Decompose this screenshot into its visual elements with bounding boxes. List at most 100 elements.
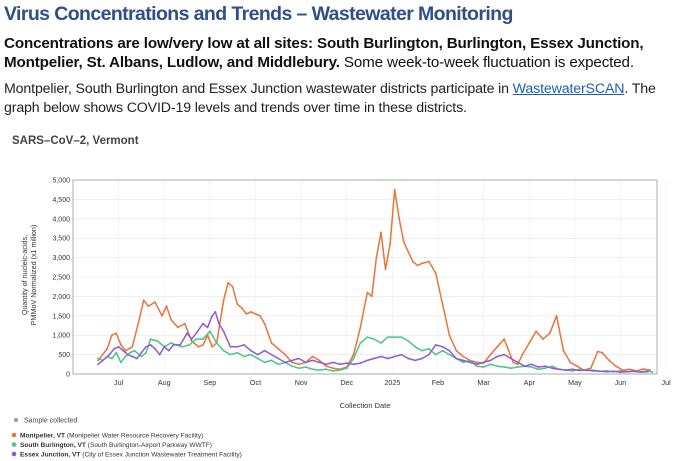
x-tick-label: Apr bbox=[524, 378, 536, 387]
data-point bbox=[601, 351, 604, 354]
data-point bbox=[236, 303, 239, 306]
page-title: Virus Concentrations and Trends – Wastew… bbox=[4, 3, 513, 25]
data-point bbox=[400, 336, 403, 338]
y-tick-label: 4,500 bbox=[52, 197, 70, 204]
data-point bbox=[393, 188, 396, 191]
data-point bbox=[218, 322, 220, 325]
data-point bbox=[528, 342, 531, 344]
data-point bbox=[407, 340, 410, 342]
intro-paragraph: Montpelier, South Burlington and Essex J… bbox=[4, 80, 680, 118]
data-point bbox=[101, 359, 104, 362]
data-point bbox=[202, 338, 204, 340]
data-point bbox=[649, 369, 652, 371]
data-point bbox=[380, 231, 382, 234]
data-point bbox=[589, 367, 592, 370]
x-tick-label: Jun bbox=[615, 378, 627, 387]
data-point bbox=[138, 318, 141, 321]
data-point bbox=[131, 345, 134, 348]
data-point bbox=[263, 349, 266, 352]
summary-normal: Some week-to-week fluctuation is expecte… bbox=[339, 54, 634, 71]
data-point bbox=[386, 357, 389, 360]
data-point bbox=[318, 361, 321, 364]
data-point bbox=[122, 349, 125, 352]
data-point bbox=[270, 359, 273, 362]
legend-entry-name: Essex Junction, VT bbox=[20, 451, 80, 458]
data-point bbox=[183, 322, 186, 325]
data-point bbox=[115, 351, 118, 354]
data-point bbox=[325, 363, 328, 366]
data-point bbox=[398, 217, 401, 220]
data-point bbox=[163, 345, 166, 348]
data-point bbox=[325, 365, 328, 368]
data-point bbox=[277, 357, 280, 360]
data-point bbox=[544, 367, 547, 370]
data-point bbox=[181, 345, 184, 348]
data-point bbox=[215, 342, 218, 344]
data-point bbox=[628, 368, 631, 371]
data-point bbox=[626, 370, 629, 373]
data-point bbox=[647, 370, 649, 373]
data-point bbox=[503, 366, 506, 368]
data-point bbox=[596, 350, 599, 353]
data-point bbox=[585, 369, 588, 371]
data-point bbox=[412, 260, 414, 263]
y-tick-label: 0 bbox=[66, 372, 70, 379]
data-point bbox=[384, 268, 387, 271]
data-point bbox=[263, 361, 266, 364]
data-point bbox=[108, 353, 111, 356]
data-point bbox=[475, 361, 478, 364]
data-point bbox=[510, 357, 512, 360]
legend-entry: Montpelier, VT (Montpelier Water Resourc… bbox=[20, 432, 203, 439]
data-point bbox=[407, 250, 410, 253]
data-point bbox=[229, 345, 232, 348]
data-point bbox=[179, 344, 182, 346]
data-point bbox=[503, 338, 506, 340]
data-point bbox=[195, 332, 198, 335]
series-line-essex-junction bbox=[97, 311, 648, 373]
data-point bbox=[441, 303, 444, 306]
data-point bbox=[190, 338, 193, 340]
data-point bbox=[149, 338, 152, 340]
data-point bbox=[542, 338, 544, 340]
data-point bbox=[441, 349, 444, 352]
data-point bbox=[222, 299, 225, 302]
data-point bbox=[161, 314, 163, 317]
data-point bbox=[571, 370, 574, 372]
legend-entry-name: Montpelier, VT bbox=[20, 432, 65, 439]
data-point bbox=[428, 260, 430, 263]
data-point bbox=[256, 357, 259, 360]
data-point bbox=[339, 369, 341, 371]
data-point bbox=[256, 353, 259, 356]
y-tick-label: 2,000 bbox=[52, 294, 70, 301]
data-point bbox=[243, 355, 246, 358]
data-point bbox=[414, 345, 417, 348]
data-point bbox=[236, 345, 239, 348]
data-point bbox=[222, 349, 225, 352]
data-point bbox=[615, 365, 617, 368]
y-tick-label: 3,000 bbox=[52, 255, 70, 262]
data-point bbox=[352, 353, 355, 356]
data-point bbox=[482, 366, 485, 368]
data-point bbox=[304, 361, 307, 364]
data-point bbox=[254, 313, 257, 315]
data-point bbox=[129, 351, 131, 354]
data-point bbox=[222, 330, 225, 333]
data-point bbox=[120, 361, 122, 364]
data-point bbox=[167, 349, 170, 352]
summary-bold: Concentrations are low/very low at all s… bbox=[4, 35, 644, 71]
data-point bbox=[190, 340, 193, 342]
data-point bbox=[359, 362, 362, 364]
data-point bbox=[186, 332, 189, 335]
data-point bbox=[117, 345, 120, 348]
data-point bbox=[544, 365, 547, 368]
data-point bbox=[131, 355, 134, 358]
legend-entry-detail: (South Burlington-Airport Parkway WWTF) bbox=[86, 442, 212, 449]
data-point bbox=[475, 363, 478, 366]
data-point bbox=[284, 361, 287, 364]
data-point bbox=[270, 342, 273, 344]
legend-sample-label: Sample collected bbox=[24, 418, 77, 425]
wastewaterscan-link[interactable]: WastewaterSCAN bbox=[512, 81, 625, 97]
data-point bbox=[291, 365, 293, 368]
data-point bbox=[516, 363, 519, 366]
data-point bbox=[380, 355, 382, 358]
